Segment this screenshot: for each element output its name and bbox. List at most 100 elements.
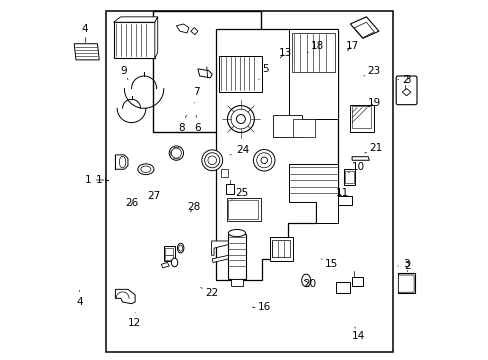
Ellipse shape <box>138 164 154 175</box>
Text: 7: 7 <box>193 87 200 103</box>
Bar <box>219 56 262 92</box>
Text: 25: 25 <box>231 188 247 200</box>
Text: 18: 18 <box>306 41 324 53</box>
Text: 1: 1 <box>96 175 102 185</box>
Text: 4: 4 <box>76 291 82 307</box>
FancyBboxPatch shape <box>395 76 416 105</box>
Bar <box>306 98 319 104</box>
Bar <box>272 240 289 257</box>
Bar <box>291 33 334 72</box>
Bar <box>397 273 414 293</box>
Ellipse shape <box>230 109 250 129</box>
Text: 24: 24 <box>230 144 249 155</box>
Ellipse shape <box>169 146 183 160</box>
Ellipse shape <box>204 153 219 168</box>
Polygon shape <box>351 157 368 160</box>
Bar <box>293 119 314 137</box>
Bar <box>292 71 299 101</box>
Text: 6: 6 <box>194 116 201 133</box>
Text: 26: 26 <box>125 198 139 208</box>
Bar <box>106 12 392 352</box>
Ellipse shape <box>256 153 271 168</box>
Text: 2: 2 <box>401 75 407 85</box>
Text: 23: 23 <box>363 66 380 76</box>
Ellipse shape <box>141 166 151 172</box>
Ellipse shape <box>171 148 181 158</box>
Bar <box>113 22 155 58</box>
Bar <box>351 277 362 286</box>
Text: 2: 2 <box>397 261 410 271</box>
Text: 15: 15 <box>321 259 337 269</box>
Bar <box>305 89 320 105</box>
Bar <box>349 105 373 132</box>
Ellipse shape <box>178 245 182 251</box>
Polygon shape <box>211 241 228 255</box>
Text: 8: 8 <box>178 116 186 133</box>
Text: 14: 14 <box>351 327 364 341</box>
Polygon shape <box>74 44 99 60</box>
Text: 21: 21 <box>364 143 382 153</box>
Polygon shape <box>113 17 158 22</box>
Polygon shape <box>190 28 198 35</box>
Text: 9: 9 <box>120 66 128 80</box>
Ellipse shape <box>171 258 178 267</box>
Polygon shape <box>115 289 135 304</box>
Ellipse shape <box>301 274 310 287</box>
Polygon shape <box>349 17 378 39</box>
Text: 22: 22 <box>201 288 218 298</box>
FancyBboxPatch shape <box>398 275 413 292</box>
Text: 3: 3 <box>403 259 409 269</box>
Polygon shape <box>353 22 373 38</box>
Ellipse shape <box>239 49 253 57</box>
Bar <box>335 282 349 293</box>
Polygon shape <box>212 255 228 262</box>
Bar <box>344 171 353 183</box>
Bar <box>221 168 227 177</box>
Bar <box>225 184 233 194</box>
Ellipse shape <box>227 105 254 132</box>
Text: 12: 12 <box>128 313 141 328</box>
Bar <box>163 246 174 261</box>
Bar <box>165 255 173 260</box>
Bar <box>273 116 301 137</box>
Ellipse shape <box>261 157 267 163</box>
Ellipse shape <box>177 243 183 253</box>
Text: 10: 10 <box>348 162 365 173</box>
Text: 3: 3 <box>397 75 410 85</box>
Bar <box>165 248 173 255</box>
Bar <box>289 30 337 119</box>
Polygon shape <box>198 69 212 78</box>
Text: 20: 20 <box>303 279 316 289</box>
Ellipse shape <box>202 150 222 171</box>
Polygon shape <box>161 262 169 268</box>
Text: 1: 1 <box>84 175 103 185</box>
Bar <box>337 196 351 205</box>
Text: 4: 4 <box>81 24 88 35</box>
Ellipse shape <box>253 149 274 171</box>
Polygon shape <box>402 89 410 96</box>
Ellipse shape <box>228 229 245 237</box>
Text: 16: 16 <box>252 302 270 312</box>
Text: 13: 13 <box>278 48 291 58</box>
Bar <box>230 279 243 286</box>
Polygon shape <box>155 17 158 58</box>
Bar <box>228 200 257 219</box>
Polygon shape <box>176 24 188 33</box>
Text: 5: 5 <box>258 64 268 80</box>
Text: 19: 19 <box>367 98 381 108</box>
Ellipse shape <box>207 156 216 165</box>
Polygon shape <box>215 30 337 280</box>
Bar <box>351 107 370 128</box>
Bar <box>343 169 354 185</box>
Ellipse shape <box>119 156 125 168</box>
Polygon shape <box>289 164 337 223</box>
Polygon shape <box>115 155 128 169</box>
Text: 17: 17 <box>345 41 358 51</box>
Bar <box>153 12 260 132</box>
Text: 28: 28 <box>187 202 200 212</box>
Bar <box>306 90 319 98</box>
Bar <box>291 71 300 76</box>
Ellipse shape <box>242 50 250 55</box>
Bar <box>228 234 245 279</box>
Bar <box>269 237 292 261</box>
